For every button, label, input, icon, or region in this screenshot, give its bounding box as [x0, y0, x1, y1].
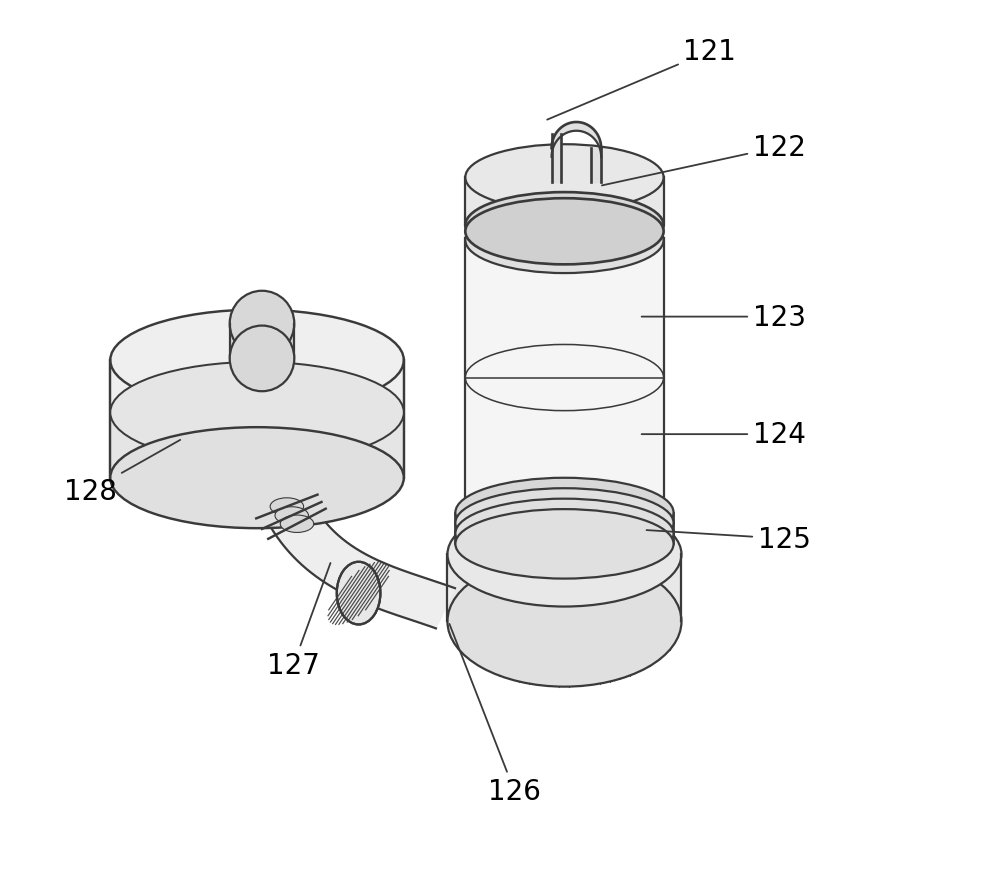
Ellipse shape [110, 310, 404, 411]
Ellipse shape [465, 199, 664, 265]
Polygon shape [552, 134, 561, 183]
Ellipse shape [455, 499, 674, 568]
Ellipse shape [447, 502, 681, 607]
Ellipse shape [280, 515, 314, 533]
Polygon shape [465, 239, 664, 513]
Polygon shape [465, 178, 664, 226]
Text: 123: 123 [642, 303, 806, 331]
Polygon shape [455, 523, 674, 534]
Ellipse shape [110, 428, 404, 529]
Text: 124: 124 [642, 421, 806, 449]
Polygon shape [591, 149, 601, 183]
Polygon shape [552, 123, 601, 158]
Text: 125: 125 [647, 525, 811, 553]
Ellipse shape [447, 557, 681, 687]
Text: 127: 127 [267, 564, 330, 679]
Ellipse shape [275, 507, 308, 524]
Text: 121: 121 [547, 38, 736, 120]
Polygon shape [455, 513, 674, 523]
Ellipse shape [465, 145, 664, 211]
Ellipse shape [465, 208, 664, 274]
Ellipse shape [465, 480, 664, 546]
Ellipse shape [230, 291, 294, 357]
Ellipse shape [455, 509, 674, 579]
Text: 126: 126 [449, 624, 541, 805]
Polygon shape [455, 534, 674, 544]
Polygon shape [110, 361, 404, 479]
Polygon shape [253, 477, 455, 629]
Text: 122: 122 [602, 133, 806, 186]
Polygon shape [230, 324, 294, 359]
Ellipse shape [230, 327, 294, 392]
Ellipse shape [110, 363, 404, 464]
Polygon shape [447, 555, 681, 622]
Polygon shape [110, 413, 404, 479]
Ellipse shape [337, 562, 380, 625]
Ellipse shape [455, 479, 674, 548]
Ellipse shape [465, 193, 664, 259]
Ellipse shape [270, 498, 304, 515]
Ellipse shape [455, 489, 674, 558]
Text: 128: 128 [64, 441, 180, 505]
